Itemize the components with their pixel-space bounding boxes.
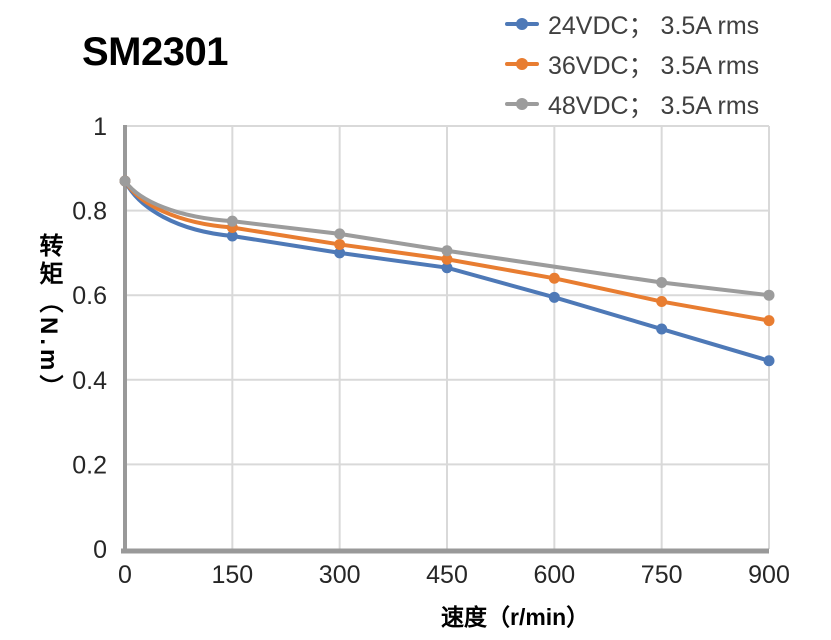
data-point-24vdc	[334, 247, 346, 259]
data-point-24vdc	[226, 230, 238, 242]
x-tick-label: 900	[748, 561, 790, 589]
y-tick-label: 0.8	[72, 198, 107, 226]
x-axis-label: 速度（r/min）	[441, 604, 590, 630]
data-point-48vdc	[226, 215, 238, 227]
x-tick-label: 750	[641, 561, 683, 589]
data-point-36vdc	[656, 296, 668, 308]
x-tick-label: 450	[426, 561, 468, 589]
data-point-36vdc	[334, 238, 346, 250]
x-tick-label: 300	[319, 561, 361, 589]
legend-marker-36vdc-icon	[505, 58, 539, 70]
y-tick-label: 0.4	[72, 367, 107, 395]
x-tick-label: 150	[211, 561, 253, 589]
legend-dot-swatch	[516, 98, 528, 110]
data-point-48vdc	[656, 277, 668, 289]
legend-marker-48vdc-icon	[505, 98, 539, 110]
y-tick-label: 0.6	[72, 282, 107, 310]
data-point-48vdc	[763, 289, 775, 301]
data-point-24vdc	[548, 291, 560, 303]
x-tick-label: 0	[118, 561, 132, 589]
data-point-36vdc	[763, 315, 775, 327]
data-point-36vdc	[441, 253, 453, 265]
data-point-48vdc	[334, 228, 346, 240]
y-tick-label: 0.2	[72, 451, 107, 479]
legend-item-24vdc: 24VDC； 3.5A rms	[505, 4, 759, 44]
legend-item-36vdc: 36VDC； 3.5A rms	[505, 44, 759, 84]
legend-dot-swatch	[516, 18, 528, 30]
data-point-36vdc	[548, 272, 560, 284]
legend-label-24vdc: 24VDC； 3.5A rms	[548, 12, 760, 40]
data-point-48vdc	[441, 245, 453, 257]
x-tick-label: 600	[533, 561, 575, 589]
y-tick-label: 0	[93, 536, 107, 564]
y-tick-label: 1	[93, 113, 107, 141]
legend-dot-swatch	[516, 58, 528, 70]
data-point-48vdc	[119, 175, 131, 187]
data-point-24vdc	[763, 355, 775, 367]
y-axis-label: 转矩（N.m）	[35, 233, 62, 403]
data-point-24vdc	[656, 323, 668, 335]
chart-title: SM2301	[82, 30, 228, 74]
legend: 24VDC； 3.5A rms 36VDC； 3.5A rms 48VDC； 3…	[505, 4, 759, 124]
legend-marker-24vdc-icon	[505, 18, 539, 30]
legend-label-36vdc: 36VDC； 3.5A rms	[548, 52, 760, 80]
legend-item-48vdc: 48VDC； 3.5A rms	[505, 84, 759, 124]
data-point-24vdc	[441, 262, 453, 274]
legend-label-48vdc: 48VDC； 3.5A rms	[548, 92, 760, 120]
